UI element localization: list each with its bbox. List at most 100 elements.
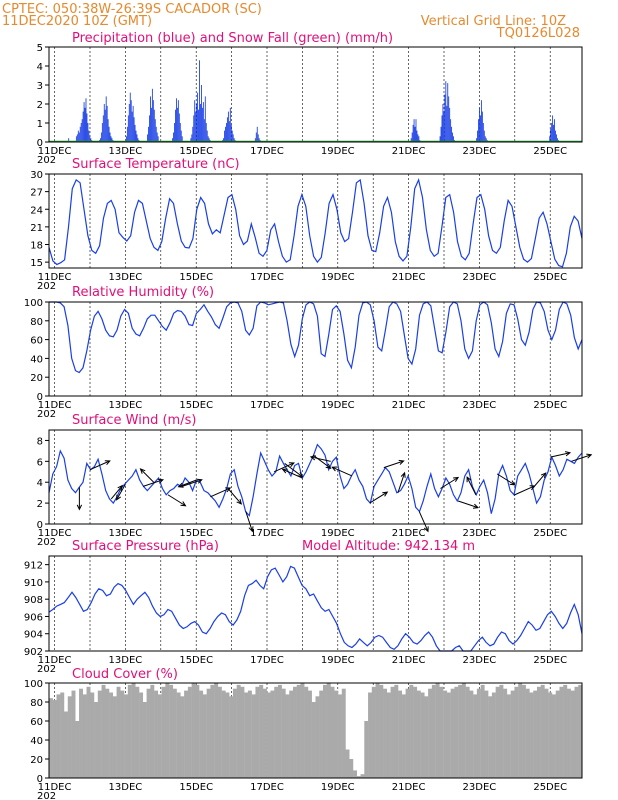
wind-arrow: [282, 468, 303, 479]
wind-arrow: [110, 485, 123, 500]
precip-bar: [172, 138, 174, 142]
precip-bar: [100, 132, 102, 142]
cloud-bar: [368, 692, 373, 778]
cloud-bar: [146, 688, 151, 778]
precip-bar: [89, 136, 91, 142]
precip-bar: [208, 138, 210, 142]
cloud-bar: [116, 686, 121, 778]
y-tick-label: 60: [30, 717, 43, 728]
precip-bar: [230, 124, 232, 142]
wind-arrowhead: [177, 482, 184, 488]
cloud-bar: [289, 690, 294, 778]
x-tick-label: 13DEC: [109, 528, 143, 539]
precip-title: Precipitation (blue) and Snow Fall (gree…: [72, 31, 393, 46]
wind-arrow: [140, 468, 155, 483]
wind-arrow: [514, 485, 535, 496]
y-tick-label: 20: [30, 755, 43, 766]
wind-arrowhead: [453, 476, 460, 482]
precip-bar: [108, 126, 110, 142]
cloud-bar: [529, 692, 534, 778]
precip-bar: [414, 126, 416, 142]
cloud-bar: [191, 683, 196, 778]
precip-bar: [556, 134, 557, 142]
cloud-bar: [563, 684, 568, 778]
cloud-panel: 0 20 40 60 80 100 11DEC 13DEC 15DEC 17DEC 19DEC 21D…: [24, 679, 583, 800]
x-tick-label: 17DEC: [250, 146, 284, 157]
cloud-bar: [161, 686, 166, 778]
cloud-bar: [570, 690, 575, 778]
cloud-bar: [296, 684, 301, 778]
precip-bar: [416, 130, 418, 142]
x-tick-label: 19DEC: [321, 272, 355, 283]
wind-arrow: [369, 491, 388, 504]
press-panel: 902 904 906 908 910 912 11DEC 13DEC 15DEC 17DEC 19…: [24, 555, 583, 675]
wind-arrowhead: [104, 460, 111, 466]
precip-bar: [223, 138, 225, 142]
precip-bar: [549, 136, 551, 142]
precip-panel: 0 1 2 3 4 5 11DEC 13DEC 15DEC 17DEC 19DEC 21DEC 23DE…: [37, 43, 583, 166]
cloud-bar: [461, 683, 466, 778]
pressure-title: Surface Pressure (hPa): [72, 539, 219, 554]
y-tick-label: 910: [24, 578, 43, 589]
wind-arrow: [227, 488, 242, 505]
precip-bar: [479, 107, 480, 142]
precip-bar: [233, 138, 235, 142]
cloud-bar: [454, 686, 459, 778]
wind-arrow: [310, 456, 331, 462]
y-tick-label: 904: [24, 630, 43, 641]
rh-line: [49, 301, 583, 374]
y-tick-label: 906: [24, 612, 43, 623]
cloud-bar: [97, 690, 102, 778]
cloud-bar: [229, 696, 234, 778]
cloud-bar: [255, 686, 260, 778]
wind-arrow: [273, 462, 295, 473]
precip-bar: [231, 130, 233, 142]
precip-bar: [103, 104, 105, 142]
x-tick-label: 21DEC: [392, 655, 426, 666]
x-tick-label: 11DEC: [38, 655, 72, 666]
wind-arrowhead: [400, 471, 406, 478]
cloud-bar: [169, 684, 174, 778]
y-tick-label: 40: [30, 736, 43, 747]
cloud-bar: [371, 686, 376, 778]
cloud-bar: [244, 692, 249, 778]
year-label: 202: [37, 664, 56, 675]
precip-bar: [448, 96, 450, 142]
press-line: [48, 565, 583, 652]
precip-bar: [255, 132, 257, 142]
cloud-bar: [458, 684, 463, 778]
y-tick-label: 6: [37, 457, 43, 468]
wind-arrow: [181, 479, 202, 487]
wind-arrowhead: [297, 471, 304, 478]
cloud-bar: [540, 684, 545, 778]
cloud-bar: [307, 690, 312, 778]
wind-arrowhead: [382, 491, 389, 497]
precip-bar: [127, 115, 129, 142]
y-tick-label: 21: [30, 223, 43, 234]
cloud-bar: [338, 694, 342, 778]
wind-arrowhead: [76, 504, 83, 511]
x-tick-label: 15DEC: [179, 782, 213, 793]
wind-arrow: [496, 473, 515, 486]
cloud-bar: [79, 688, 83, 778]
wind-arrow: [312, 454, 331, 469]
cloud-bar: [566, 688, 571, 778]
cloud-bar: [292, 686, 297, 778]
precip-bar: [483, 130, 485, 142]
precip-bar: [109, 132, 111, 142]
cloud-bar: [383, 688, 388, 778]
wind-arrowhead: [236, 498, 243, 505]
header-station: CPTEC: 050:38W-26:39S CACADOR (SC): [2, 2, 262, 17]
wind-arrowhead: [586, 453, 593, 459]
y-tick-label: 100: [24, 679, 43, 690]
y-tick-label: 0: [37, 520, 43, 531]
precip-bar: [82, 111, 84, 142]
cloud-bar: [311, 702, 316, 778]
precip-bar: [77, 130, 79, 142]
year-label: 202: [37, 409, 56, 420]
wind-arrowhead: [423, 526, 429, 533]
y-tick-label: 20: [30, 373, 43, 384]
precip-bar: [132, 105, 134, 142]
precip-bar: [84, 107, 86, 142]
cloud-bar: [165, 683, 170, 778]
